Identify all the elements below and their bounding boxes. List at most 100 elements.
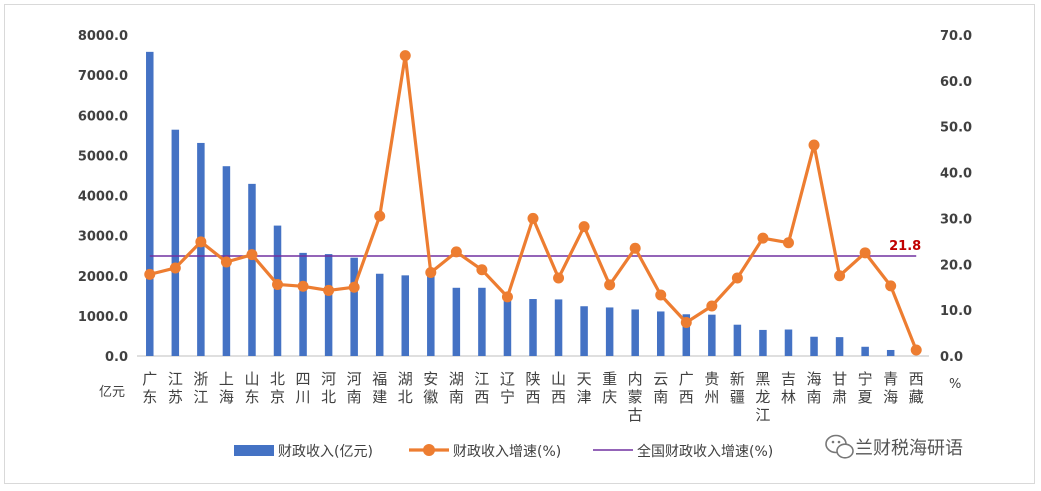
growth-point: [757, 232, 769, 244]
left-tick-label: 8000.0: [78, 29, 128, 44]
category-label: 湖北: [398, 370, 413, 406]
growth-point: [450, 246, 462, 258]
bar: [759, 329, 767, 356]
legend-line-marker: [423, 444, 435, 456]
bar: [197, 142, 205, 356]
category-label: 浙江: [193, 370, 208, 406]
category-label: 四川: [296, 370, 311, 406]
category-label: 上海: [219, 370, 234, 406]
growth-point: [553, 272, 565, 284]
legend: 财政收入(亿元) 财政收入增速(%) 全国财政收入增速(%): [234, 443, 773, 460]
bar: [324, 254, 333, 356]
bar: [733, 324, 742, 356]
category-label: 山西: [551, 370, 566, 406]
category-label: 重庆: [602, 370, 617, 406]
growth-point: [246, 249, 258, 261]
bar: [452, 287, 461, 356]
right-tick-label: 20.0: [940, 258, 972, 273]
bar: [478, 287, 486, 356]
category-label: 宁夏: [858, 370, 873, 406]
right-tick-label: 40.0: [940, 167, 972, 182]
right-tick-label: 70.0: [940, 29, 972, 44]
bar: [401, 275, 410, 356]
growth-point: [195, 236, 207, 248]
category-label: 广西: [679, 370, 694, 406]
bar: [529, 299, 537, 356]
reference-value-label: 21.8: [889, 239, 921, 254]
category-label: 贵州: [704, 370, 719, 406]
bar: [299, 252, 307, 356]
bar: [171, 129, 180, 356]
right-tick-label: 50.0: [940, 121, 972, 136]
bar: [835, 337, 844, 356]
category-label: 青海: [883, 370, 898, 406]
left-axis-unit: 亿元: [99, 385, 125, 400]
growth-markers: [144, 50, 922, 356]
growth-point: [910, 344, 922, 356]
left-tick-label: 6000.0: [78, 109, 128, 124]
category-label: 河北: [321, 370, 336, 406]
bar: [350, 257, 358, 356]
growth-point: [476, 264, 488, 276]
growth-point: [834, 270, 846, 282]
category-label: 新疆: [730, 370, 745, 406]
growth-point: [297, 280, 309, 292]
growth-point: [374, 210, 386, 222]
left-axis: 0.0 1000.0 2000.0 3000.0 4000.0 5000.0 6000.0 7…: [78, 29, 128, 365]
growth-point: [655, 289, 667, 301]
category-label: 福建: [372, 370, 387, 406]
bar: [375, 273, 384, 356]
right-axis-unit: %: [949, 377, 961, 392]
growth-point: [501, 291, 513, 303]
right-tick-label: 60.0: [940, 75, 972, 90]
category-label: 辽宁: [500, 370, 515, 406]
bar: [503, 301, 512, 356]
growth-point: [731, 272, 743, 284]
bar: [708, 314, 716, 356]
growth-point: [527, 212, 539, 224]
bar: [784, 329, 793, 356]
category-label: 陕西: [525, 370, 540, 406]
growth-point: [399, 50, 411, 62]
right-tick-label: 10.0: [940, 304, 972, 319]
growth-point: [425, 267, 437, 279]
growth-point: [144, 268, 156, 280]
category-label: 湖南: [449, 370, 464, 406]
category-label: 天津: [577, 370, 592, 406]
legend-line-label: 财政收入增速(%): [453, 444, 561, 460]
watermark-text: 兰财税海研语: [855, 438, 963, 459]
left-tick-label: 3000.0: [78, 230, 128, 245]
left-tick-label: 5000.0: [78, 149, 128, 164]
legend-bar-label: 财政收入(亿元): [278, 444, 373, 460]
right-axis: 0.0 10.0 20.0 30.0 40.0 50.0 60.0 70.0: [940, 29, 972, 365]
bar-series: [146, 51, 895, 356]
growth-point: [578, 221, 590, 233]
wechat-icon: [825, 434, 854, 459]
chart-canvas: 0.0 1000.0 2000.0 3000.0 4000.0 5000.0 6000.0 7…: [78, 29, 972, 460]
bar: [146, 51, 154, 356]
growth-point: [323, 284, 335, 296]
category-labels: 广东江苏浙江上海山东北京四川河北河南福建湖北安徽湖南江西辽宁陕西山西天津重庆内蒙…: [142, 370, 923, 424]
left-tick-label: 1000.0: [78, 310, 128, 325]
category-label: 江西: [474, 370, 489, 406]
growth-point: [859, 247, 871, 259]
category-label: 黑龙江: [755, 370, 770, 424]
bar: [631, 309, 639, 356]
growth-point: [629, 242, 641, 254]
left-tick-label: 4000.0: [78, 190, 128, 205]
bar: [682, 314, 691, 356]
growth-point: [272, 278, 284, 290]
category-label: 北京: [270, 370, 285, 406]
bar: [554, 299, 563, 356]
watermark: 兰财税海研语: [825, 434, 963, 459]
bar: [427, 274, 435, 356]
category-label: 云南: [653, 370, 668, 406]
bar: [248, 183, 256, 356]
bar: [580, 306, 588, 356]
growth-point: [706, 300, 718, 312]
growth-point: [885, 280, 897, 292]
category-label: 内蒙古: [628, 370, 643, 424]
growth-point: [680, 317, 692, 329]
growth-point: [348, 281, 360, 293]
category-label: 吉林: [781, 370, 796, 406]
